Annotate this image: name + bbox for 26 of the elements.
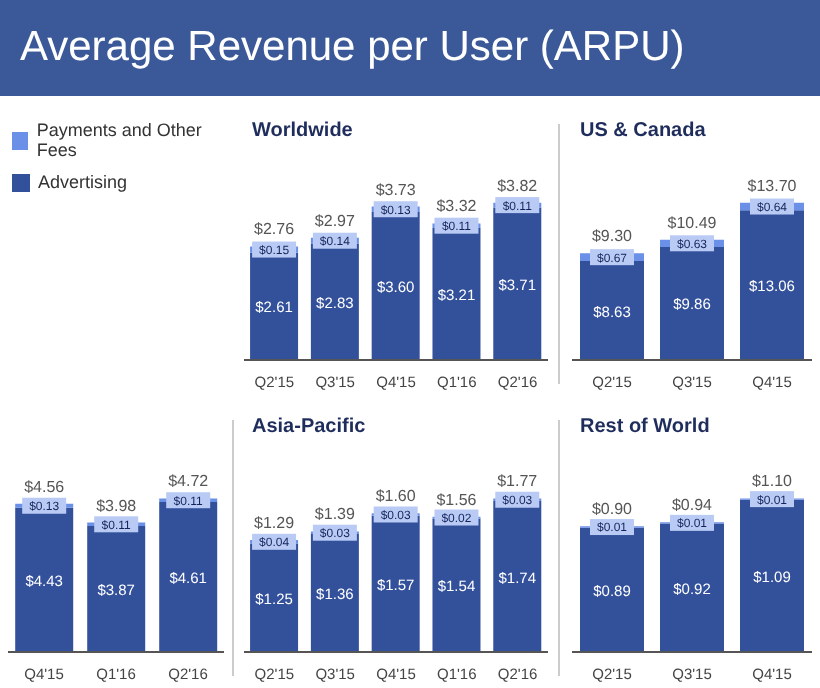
total-label: $1.10	[751, 472, 794, 491]
total-label: $10.49	[667, 213, 718, 232]
total-label: $1.56	[436, 490, 478, 509]
total-label: $4.72	[168, 472, 210, 491]
total-label: $9.30	[591, 227, 634, 246]
total-label: $1.60	[375, 487, 417, 506]
chart-title: Asia-Pacific	[252, 416, 366, 438]
chart-title: Rest of World	[580, 416, 710, 438]
legend-label: Payments and Other Fees	[36, 120, 204, 160]
total-label: $13.70	[747, 176, 798, 195]
total-label: $1.39	[314, 505, 356, 524]
total-label: $3.32	[436, 197, 478, 216]
total-label: $0.94	[671, 496, 714, 515]
legend-label: Advertising	[38, 172, 128, 192]
chart-title: Worldwide	[252, 120, 353, 142]
total-label: $3.73	[375, 180, 417, 199]
total-label: $2.76	[254, 220, 296, 239]
total-label: $2.97	[314, 211, 356, 230]
total-label: $1.77	[497, 472, 539, 491]
total-label: $3.82	[497, 176, 539, 195]
chart-title: US & Canada	[580, 120, 706, 142]
total-label: $1.29	[254, 514, 296, 533]
total-label: $0.90	[591, 500, 634, 519]
total-label: $4.56	[24, 477, 66, 496]
total-label: $3.98	[96, 496, 138, 515]
text: Average Revenue per User (ARPU)	[0, 0, 820, 96]
